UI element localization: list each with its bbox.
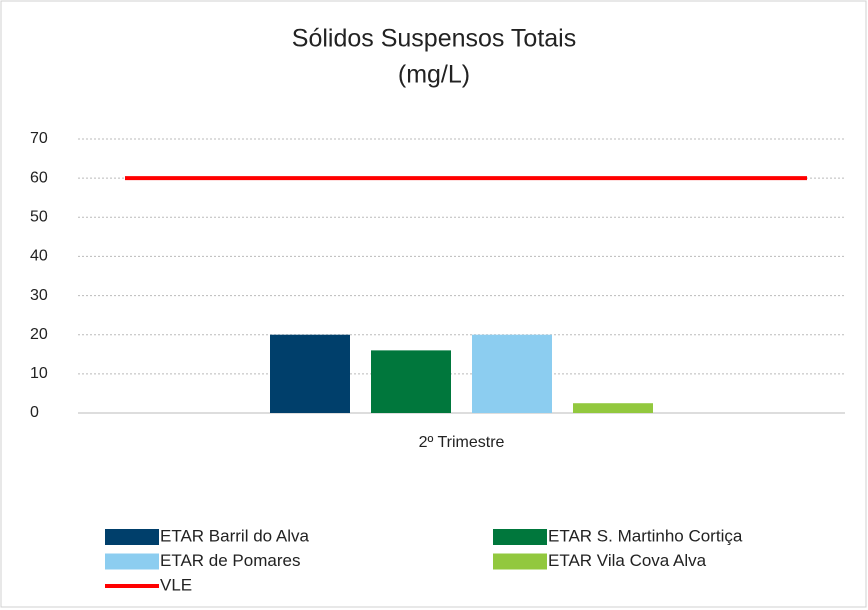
legend-label: ETAR de Pomares	[160, 551, 300, 570]
legend-swatch	[105, 553, 159, 570]
bar	[573, 403, 653, 413]
y-tick-label: 0	[30, 404, 39, 421]
bar	[472, 334, 552, 413]
legend-swatch	[105, 529, 159, 545]
y-tick-label: 10	[30, 365, 48, 382]
legend-label: ETAR S. Martinho Cortiça	[548, 526, 743, 545]
bar	[371, 350, 451, 413]
legend-label: VLE	[160, 575, 192, 594]
y-tick-label: 40	[30, 248, 48, 265]
legend-label: ETAR Barril do Alva	[160, 526, 310, 545]
y-tick-label: 50	[30, 209, 48, 226]
y-tick-label: 60	[30, 169, 48, 186]
legend-label: ETAR Vila Cova Alva	[548, 551, 707, 570]
chart-title: (mg/L)	[398, 61, 470, 89]
bar	[270, 334, 350, 413]
y-tick-label: 20	[30, 326, 48, 343]
legend-swatch	[493, 529, 547, 545]
y-tick-label: 30	[30, 287, 48, 304]
legend-swatch	[493, 553, 547, 570]
x-tick-label: 2º Trimestre	[419, 434, 505, 451]
y-tick-label: 70	[30, 130, 48, 147]
chart-title: Sólidos Suspensos Totais	[292, 25, 576, 53]
